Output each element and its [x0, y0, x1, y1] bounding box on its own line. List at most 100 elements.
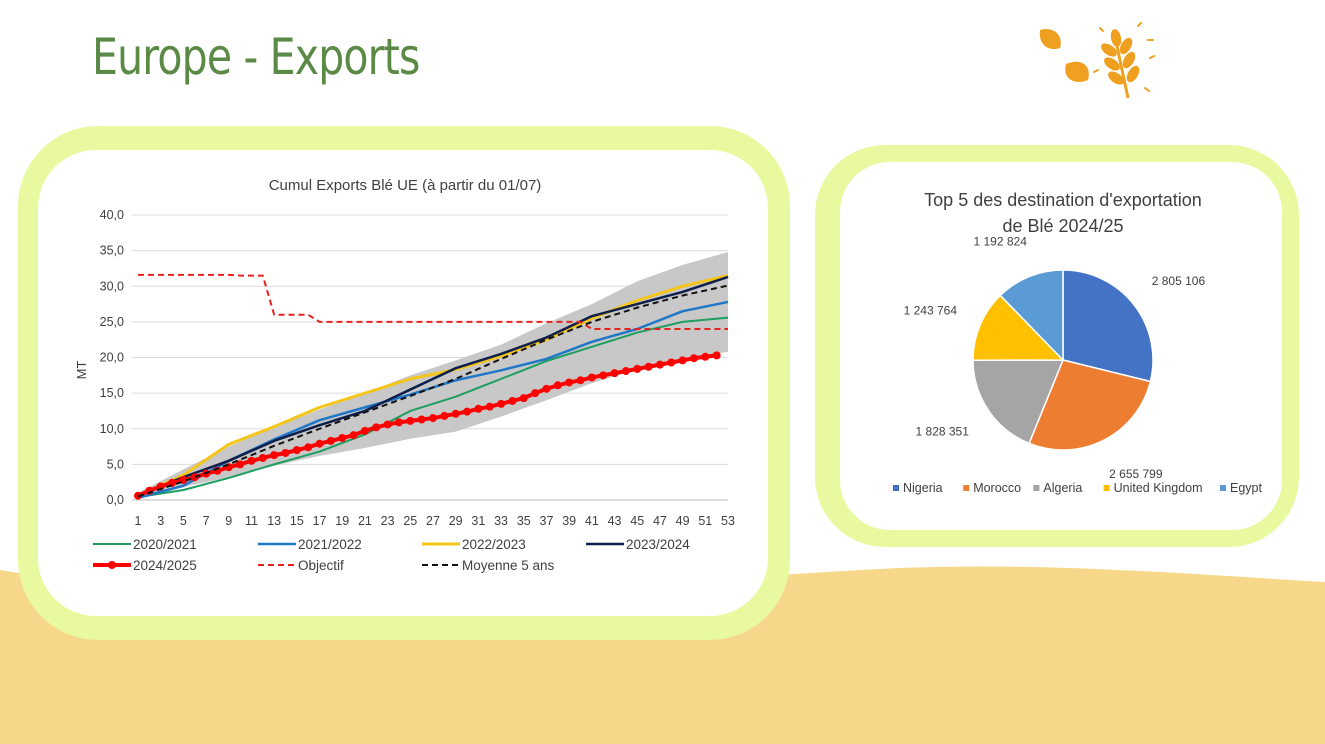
- series-point-2024-2025: [599, 371, 608, 380]
- x-tick-label: 17: [313, 514, 327, 528]
- y-tick-labels: 0,0 5,0 10,0 15,0 20,0 25,0 30,0 35,0 40,0: [100, 208, 124, 507]
- series-point-2024-2025: [497, 399, 506, 408]
- series-point-2024-2025: [394, 418, 403, 427]
- x-tick-label: 53: [721, 514, 735, 528]
- x-tick-label: 51: [698, 514, 712, 528]
- y-tick-label: 40,0: [100, 208, 124, 222]
- series-point-2024-2025: [531, 389, 540, 398]
- pie-value-label-nigeria: 2 805 106: [1152, 274, 1206, 288]
- series-point-2024-2025: [667, 358, 676, 367]
- x-tick-labels: 1 3 5 7 9 11 13 15 17 19 21 23 25 27 29 31 33 35 37 39 41 43 4…: [135, 514, 735, 528]
- y-tick-label: 15,0: [100, 386, 124, 400]
- x-tick-label: 41: [585, 514, 599, 528]
- series-point-2024-2025: [236, 460, 245, 469]
- x-tick-label: 45: [630, 514, 644, 528]
- series-line-2023-2024: [137, 275, 729, 497]
- pie-slice-nigeria: [1062, 269, 1154, 383]
- x-tick-label: 25: [403, 514, 417, 528]
- pie-value-label-algeria: 1 828 351: [916, 425, 970, 439]
- legend-label-2021-2022: 2021/2022: [298, 537, 362, 552]
- series-point-2024-2025: [621, 367, 630, 376]
- x-tick-label: 9: [225, 514, 232, 528]
- line-chart-legend: 2020/2021 2021/2022 2022/2023 2023/2024 2024…: [93, 537, 690, 573]
- x-tick-label: 31: [471, 514, 485, 528]
- series-point-2024-2025: [712, 351, 721, 360]
- y-axis-label: MT: [74, 361, 89, 380]
- series-point-2024-2025: [519, 394, 528, 403]
- top5-destinations-pie-chart: Top 5 des destination d'exportation de B…: [893, 190, 1262, 495]
- series-point-2024-2025: [565, 378, 574, 387]
- series-point-2024-2025: [372, 423, 381, 432]
- x-tick-label: 35: [517, 514, 531, 528]
- series-point-2024-2025: [633, 364, 642, 373]
- series-point-2024-2025: [429, 414, 437, 423]
- legend-label-2020-2021: 2020/2021: [133, 537, 197, 552]
- series-point-2024-2025: [474, 404, 483, 413]
- x-tick-label: 1: [135, 514, 142, 528]
- series-point-2024-2025: [247, 456, 256, 465]
- series-line-2020-2021: [137, 316, 729, 499]
- pie-chart-title-line1: Top 5 des destination d'exportation: [924, 190, 1202, 210]
- series-line-2022-2023: [137, 274, 729, 498]
- series-point-2024-2025: [360, 426, 369, 435]
- x-tick-label: 23: [381, 514, 395, 528]
- series-point-2024-2025: [553, 381, 562, 390]
- page-title: Europe - Exports: [92, 28, 420, 86]
- series-point-2024-2025: [190, 473, 199, 482]
- series-point-2024-2025: [292, 446, 301, 455]
- x-tick-label: 19: [335, 514, 349, 528]
- y-tick-label: 20,0: [100, 351, 124, 365]
- series-point-2024-2025: [463, 407, 472, 416]
- series-point-2024-2025: [258, 453, 267, 462]
- series-point-2024-2025: [338, 434, 347, 443]
- series-lines: [134, 273, 729, 500]
- x-tick-label: 21: [358, 514, 372, 528]
- series-point-2024-2025: [304, 443, 313, 452]
- series-point-2024-2025: [610, 369, 619, 378]
- pie-value-label-united-kingdom: 1 243 764: [904, 303, 958, 317]
- x-tick-label: 11: [245, 514, 258, 528]
- pie-value-labels: 2 805 106 2 655 799 1 828 351 1 243 764 1 19…: [904, 234, 1206, 481]
- x-tick-label: 27: [426, 514, 440, 528]
- y-tick-label: 30,0: [100, 279, 124, 293]
- series-point-2024-2025: [485, 402, 494, 411]
- x-tick-label: 7: [203, 514, 210, 528]
- pie-chart-legend: Nigeria Morocco Algeria United Kingdom Egypt: [893, 481, 1262, 495]
- x-tick-label: 37: [540, 514, 554, 528]
- series-point-2024-2025: [406, 416, 415, 425]
- x-tick-label: 15: [290, 514, 304, 528]
- pie-legend-label-egypt: Egypt: [1230, 481, 1262, 495]
- pie-legend-swatch-algeria: [1033, 485, 1040, 491]
- pie-legend-label-morocco: Morocco: [973, 481, 1021, 495]
- series-point-2024-2025: [315, 439, 324, 448]
- series-point-2024-2025: [576, 376, 585, 385]
- line-chart-title: Cumul Exports Blé UE (à partir du 01/07): [269, 177, 542, 194]
- series-point-2024-2025: [451, 409, 460, 418]
- series-line-objectif: [138, 273, 728, 330]
- pie-slice-united-kingdom: [972, 294, 1065, 362]
- series-point-2024-2025: [701, 352, 710, 361]
- pie-legend-label-algeria: Algeria: [1043, 481, 1082, 495]
- x-tick-label: 13: [267, 514, 281, 528]
- series-line-moyenne-5-ans: [137, 284, 729, 498]
- y-tick-label: 0,0: [107, 493, 124, 507]
- series-point-2024-2025: [440, 411, 449, 420]
- pie-legend-swatch-egypt: [1220, 485, 1226, 491]
- series-point-2024-2025: [587, 373, 596, 382]
- x-tick-label: 43: [608, 514, 622, 528]
- pie-legend-label-nigeria: Nigeria: [903, 481, 943, 495]
- pie-slice-morocco: [1028, 359, 1152, 451]
- pie-legend-label-united-kingdom: United Kingdom: [1114, 481, 1203, 495]
- x-tick-label: 47: [653, 514, 667, 528]
- pie-legend-swatch-morocco: [963, 485, 970, 491]
- pie-value-label-egypt: 1 192 824: [974, 234, 1028, 248]
- series-point-2024-2025: [508, 396, 517, 405]
- pie-slice-egypt: [999, 269, 1064, 362]
- series-point-2024-2025: [655, 360, 664, 369]
- series-point-2024-2025: [542, 384, 551, 393]
- series-point-2024-2025: [678, 356, 687, 365]
- legend-marker: [108, 561, 116, 569]
- wheat-logo-icon: [1039, 22, 1155, 99]
- legend-label-2024-2025: 2024/2025: [133, 558, 197, 573]
- cumulative-exports-line-chart: Cumul Exports Blé UE (à partir du 01/07)…: [74, 177, 735, 573]
